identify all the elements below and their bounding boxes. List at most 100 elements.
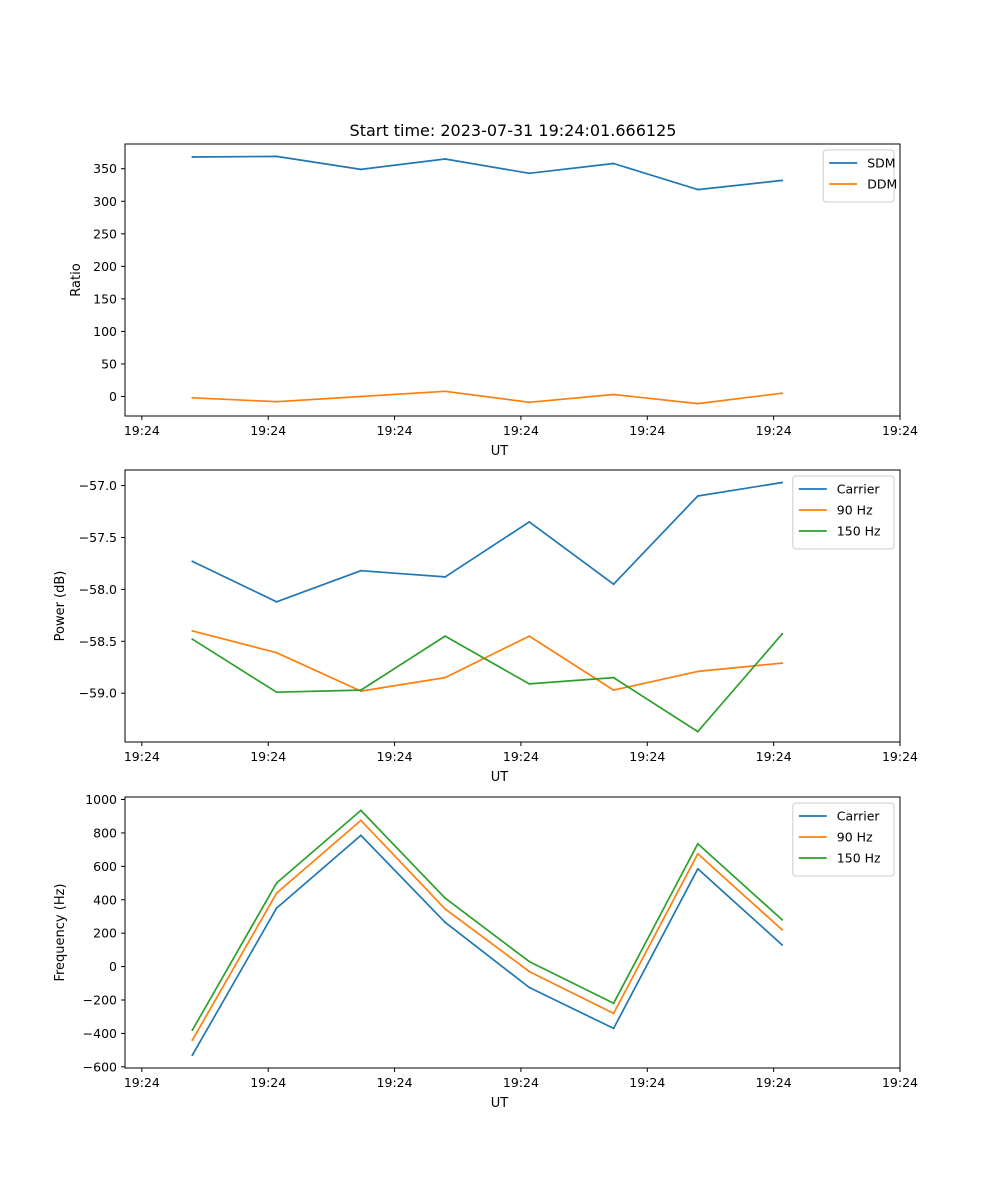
ratio-x-tick-label: 19:24: [756, 423, 792, 438]
power-series-90-hz-point: [275, 651, 278, 654]
power-y-tick-label: −58.5: [79, 634, 117, 649]
power-series-carrier-point: [612, 583, 615, 586]
ratio-series-ddm-point: [444, 390, 447, 393]
frequency-series-90-hz-point: [359, 819, 362, 822]
ratio-legend: SDM DDM: [822, 149, 897, 203]
frequency-x-tick-label: 19:24: [756, 1075, 792, 1090]
ratio-series-ddm-point: [696, 402, 699, 405]
ratio-x-axis-label: UT: [491, 444, 509, 459]
power-series-carrier-line: [192, 481, 783, 603]
ratio-series-ddm-point: [191, 396, 194, 399]
frequency-x-tick-label: 19:24: [124, 1075, 160, 1090]
ratio-x-tick-label: 19:24: [124, 423, 160, 438]
frequency-y-tick-label: 1000: [85, 792, 117, 807]
frequency-series-carrier-point: [444, 921, 447, 924]
power-series-150-hz-point: [528, 682, 531, 685]
power-y-tick-label: −57.5: [79, 530, 117, 545]
power-x-tick-label: 19:24: [503, 749, 539, 764]
power-x-tick-label: 19:24: [882, 749, 918, 764]
frequency-legend: Carrier 90 Hz 150 Hz: [792, 802, 895, 877]
frequency-series-90-hz-point: [696, 852, 699, 855]
frequency-legend-label-150-hz: 150 Hz: [837, 851, 881, 866]
frequency-series-carrier-point: [528, 986, 531, 989]
figure-title: Start time: 2023-07-31 19:24:01.666125: [350, 121, 677, 140]
power-y-tick-label: −59.0: [79, 686, 117, 701]
ratio-y-tick-label: 50: [101, 356, 117, 371]
frequency-series-150-hz-point: [528, 960, 531, 963]
ratio-x-tick-label: 19:24: [629, 423, 665, 438]
frequency-series-carrier-point: [191, 1054, 194, 1057]
power-series-90-hz-point: [191, 629, 194, 632]
power-series-90-hz-point: [781, 662, 784, 665]
ratio-y-tick-label: 350: [93, 161, 117, 176]
frequency-series-90-hz-point: [444, 907, 447, 910]
ratio-y-tick-label: 300: [93, 194, 117, 209]
power-series-90-hz-point: [528, 635, 531, 638]
frequency-series-150-hz-point: [444, 897, 447, 900]
ratio-y-axis-label: Ratio: [69, 263, 84, 296]
power-y-tick-label: −58.0: [79, 582, 117, 597]
ratio-series-sdm-point: [191, 156, 194, 159]
power-x-tick-label: 19:24: [124, 749, 160, 764]
frequency-x-tick-label: 19:24: [503, 1075, 539, 1090]
ratio-x-tick-label: 19:24: [377, 423, 413, 438]
frequency-series-90-hz-point: [781, 928, 784, 931]
ratio-panel: 19:24 19:24 19:24 19:24 19:24 19:24 19:24 0 50 10…: [69, 143, 918, 459]
frequency-legend-label-carrier: Carrier: [837, 809, 881, 824]
frequency-series-90-hz-point: [612, 1012, 615, 1015]
power-series-carrier-point: [528, 520, 531, 523]
power-y-tick-label: −57.0: [79, 478, 117, 493]
power-panel: 19:24 19:24 19:24 19:24 19:24 19:24 19:24 −59.0…: [53, 469, 918, 785]
ratio-y-tick-label: 250: [93, 226, 117, 241]
ratio-series-ddm-point: [359, 395, 362, 398]
ratio-series-sdm-point: [444, 157, 447, 160]
power-x-tick-label: 19:24: [250, 749, 286, 764]
frequency-series-90-hz-point: [191, 1039, 194, 1042]
power-legend: Carrier 90 Hz 150 Hz: [792, 475, 895, 550]
ratio-series-ddm-point: [612, 393, 615, 396]
ratio-series-sdm-point: [781, 179, 784, 182]
power-series-90-hz-point: [444, 676, 447, 679]
frequency-x-tick-label: 19:24: [250, 1075, 286, 1090]
ratio-series-sdm-point: [612, 162, 615, 165]
frequency-y-axis-label: Frequency (Hz): [53, 883, 68, 981]
ratio-legend-label-sdm: SDM: [867, 156, 895, 171]
ratio-axes-frame: [124, 143, 901, 417]
frequency-y-tick-label: −600: [83, 1059, 117, 1074]
frequency-series-carrier-point: [275, 907, 278, 910]
power-legend-label-90-hz: 90 Hz: [837, 503, 873, 518]
power-x-tick-label: 19:24: [756, 749, 792, 764]
ratio-y-tick-label: 200: [93, 259, 117, 274]
frequency-y-tick-label: −200: [83, 992, 117, 1007]
frequency-series-150-hz-point: [191, 1029, 194, 1032]
frequency-x-axis-label: UT: [491, 1096, 509, 1111]
frequency-series-carrier-point: [781, 943, 784, 946]
frequency-series-90-hz-line: [191, 819, 783, 1041]
frequency-y-tick-label: 0: [109, 959, 117, 974]
frequency-y-tick-label: 800: [93, 825, 117, 840]
power-series-150-hz-point: [781, 633, 784, 636]
power-series-90-hz-point: [696, 670, 699, 673]
ratio-y-tick-label: 100: [93, 324, 117, 339]
power-series-carrier-point: [191, 560, 194, 563]
frequency-series-carrier-line: [191, 834, 783, 1056]
power-series-150-hz-point: [444, 635, 447, 638]
power-x-tick-label: 19:24: [629, 749, 665, 764]
ratio-series-sdm-point: [359, 168, 362, 171]
frequency-series-150-hz-point: [275, 882, 278, 885]
power-series-150-hz-line: [191, 633, 783, 733]
frequency-series-150-hz-line: [191, 809, 783, 1031]
power-series-carrier-point: [696, 494, 699, 497]
power-series-150-hz-point: [275, 691, 278, 694]
frequency-x-tick-label: 19:24: [882, 1075, 918, 1090]
power-series-90-hz-line: [192, 630, 783, 692]
frequency-series-90-hz-point: [528, 970, 531, 973]
frequency-y-tick-label: −400: [83, 1026, 117, 1041]
frequency-y-tick-label: 600: [93, 859, 117, 874]
power-x-axis-label: UT: [491, 770, 509, 785]
frequency-series-carrier-point: [696, 867, 699, 870]
power-legend-label-150-hz: 150 Hz: [837, 524, 881, 539]
ratio-x-tick-label: 19:24: [250, 423, 286, 438]
frequency-series-150-hz-point: [781, 918, 784, 921]
